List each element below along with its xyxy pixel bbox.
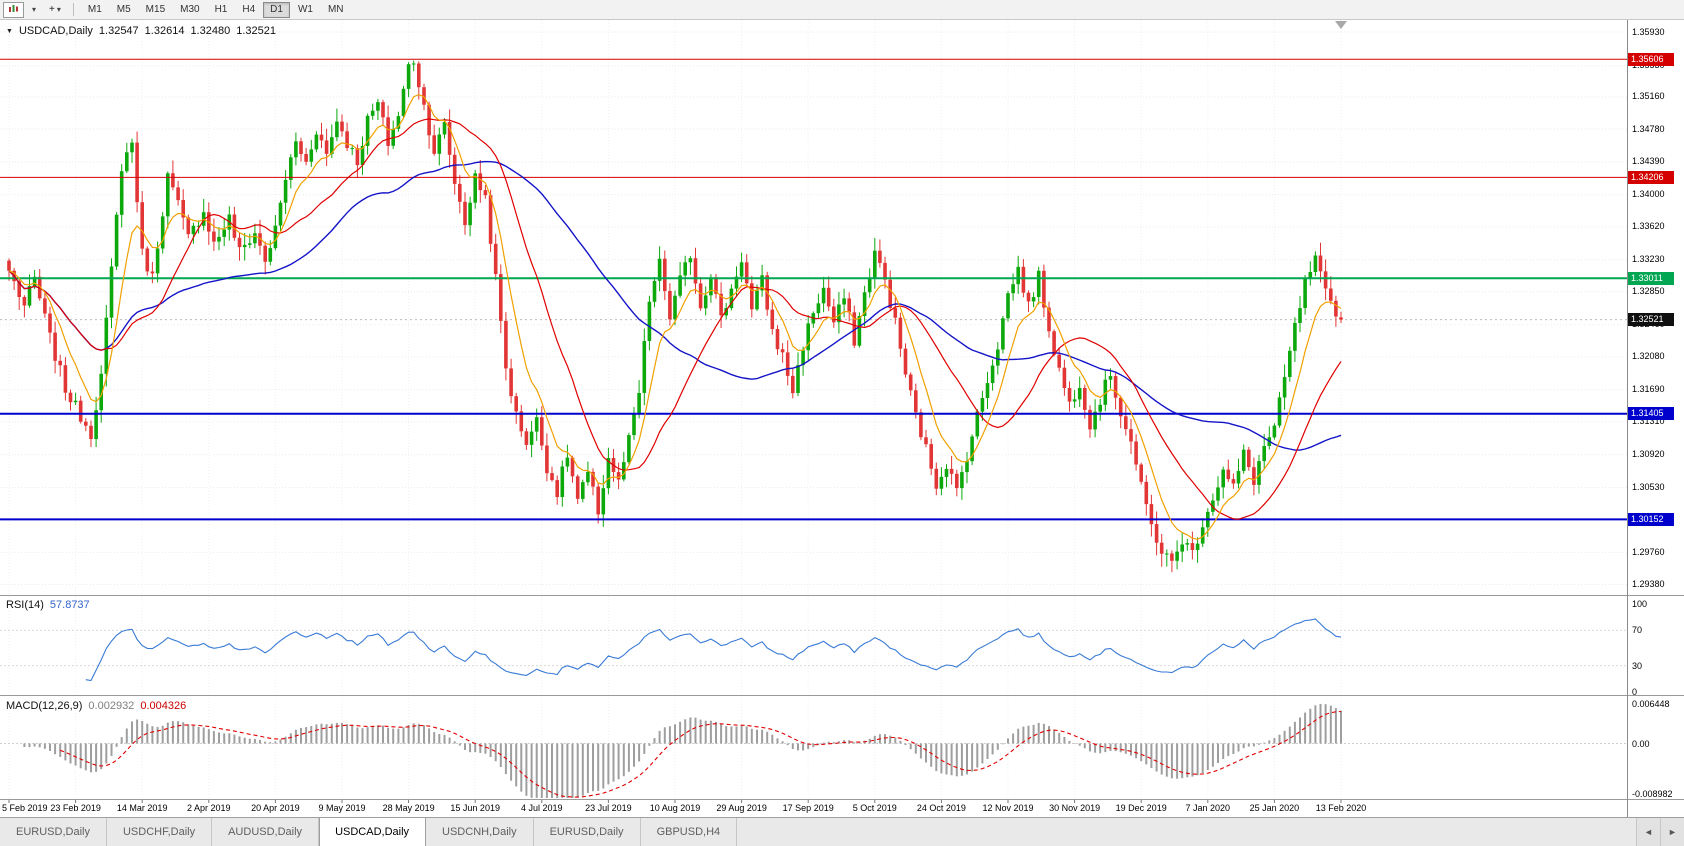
date-axis-label: 23 Feb 2019 <box>50 803 101 813</box>
open-value: 1.32547 <box>98 25 139 37</box>
tabs-list: EURUSD,Daily USDCHF,Daily AUDUSD,Daily USDC… <box>0 818 738 846</box>
date-axis-label: 25 Jan 2020 <box>1249 803 1300 813</box>
timeframe-m1[interactable]: M1 <box>81 2 109 18</box>
price-axis-tick: 1.34000 <box>1632 189 1665 200</box>
chart-type-button[interactable] <box>3 1 24 18</box>
date-axis-label: 4 Jul 2019 <box>521 803 563 813</box>
timeframe-h1[interactable]: H1 <box>208 2 235 18</box>
date-axis-label: 24 Oct 2019 <box>916 803 966 813</box>
close-value: 1.32521 <box>236 25 276 37</box>
tab-scroll-right-button[interactable]: ► <box>1660 818 1684 846</box>
price-axis-tick: 1.33230 <box>1632 254 1665 265</box>
rsi-axis-tick: 100 <box>1632 599 1648 609</box>
price-axis-tick: 1.35930 <box>1632 26 1665 37</box>
price-axis-tick: 1.31690 <box>1632 384 1665 395</box>
symbol-label: USDCAD,Daily <box>18 25 93 37</box>
toolbar: ▾ + ▾ M1 M5 M15 M30 H1 H4 D1 W1 MN <box>0 0 1684 20</box>
price-level-badge: 1.30152 <box>1628 512 1674 526</box>
price-axis-tick: 1.31310 <box>1632 416 1665 427</box>
price-axis-tick: 1.29380 <box>1632 579 1665 589</box>
macd-indicator-label: MACD(12,26,9) 0.002932 0.004326 <box>6 700 186 712</box>
rsi-axis-tick: 0 <box>1632 687 1638 697</box>
chart-tab-audusd-daily[interactable]: AUDUSD,Daily <box>212 818 320 846</box>
chart-tab-eurusd-daily[interactable]: EURUSD,Daily <box>534 818 641 846</box>
chart-tab-usdcnh-daily[interactable]: USDCNH,Daily <box>426 818 534 846</box>
chart-tab-eurusd-daily[interactable]: EURUSD,Daily <box>0 818 107 846</box>
cursor-tool-button[interactable]: + ▾ <box>44 2 66 18</box>
rsi-axis-tick: 30 <box>1632 660 1643 671</box>
date-axis-label: 5 Feb 2019 <box>2 803 48 813</box>
chart-tab-usdchf-daily[interactable]: USDCHF,Daily <box>107 818 213 846</box>
date-axis-label: 9 May 2019 <box>318 803 366 813</box>
chart-type-dropdown-button[interactable]: ▾ <box>26 2 42 18</box>
rsi-axis-tick: 70 <box>1632 625 1643 636</box>
timeframe-d1[interactable]: D1 <box>263 1 290 18</box>
chart-tab-bar: EURUSD,Daily USDCHF,Daily AUDUSD,Daily USDC… <box>0 817 1684 846</box>
timeframe-mn[interactable]: MN <box>321 2 351 18</box>
price-level-badge: 1.33011 <box>1628 271 1674 285</box>
price-level-badge: 1.31405 <box>1628 407 1674 421</box>
date-axis-label: 30 Nov 2019 <box>1049 803 1101 813</box>
price-level-badge: 1.35606 <box>1628 52 1674 66</box>
rsi-indicator-label: RSI(14) 57.8737 <box>6 599 90 611</box>
chart-header: ▼ USDCAD,Daily 1.32547 1.32614 1.32480 1… <box>6 25 276 37</box>
date-axis-label: 14 Mar 2019 <box>116 803 168 813</box>
date-axis-label: 20 Apr 2019 <box>251 803 300 813</box>
timeframe-m30[interactable]: M30 <box>173 2 206 18</box>
price-axis-tick: 1.34780 <box>1632 123 1665 134</box>
collapse-triangle-icon[interactable]: ▼ <box>6 27 13 35</box>
price-axis-tick: 1.30530 <box>1632 481 1665 492</box>
tab-scroll-buttons: ◄ ► <box>1636 818 1684 846</box>
current-price-badge: 1.32521 <box>1628 313 1674 327</box>
date-axis-label: 13 Feb 2020 <box>1315 803 1367 813</box>
date-axis-label: 19 Dec 2019 <box>1115 803 1167 813</box>
timeframe-m15[interactable]: M15 <box>139 2 172 18</box>
price-axis-tick: 1.29760 <box>1632 546 1665 557</box>
date-axis-label: 17 Sep 2019 <box>782 803 834 813</box>
price-level-badge: 1.34206 <box>1628 170 1674 184</box>
date-axis-label: 23 Jul 2019 <box>585 803 632 813</box>
chevron-down-icon: ▾ <box>31 4 36 14</box>
date-axis-label: 15 Jun 2019 <box>450 803 500 813</box>
price-axis[interactable]: 1.359301.355301.351601.347801.343901.340… <box>1628 20 1684 817</box>
low-value: 1.32480 <box>190 25 231 37</box>
timeframe-h4[interactable]: H4 <box>235 2 262 18</box>
date-axis-label: 2 Apr 2019 <box>187 803 231 813</box>
price-axis-tick: 1.34390 <box>1632 156 1665 167</box>
macd-axis-tick: 0.00 <box>1632 738 1650 749</box>
high-value: 1.32614 <box>144 25 185 37</box>
price-axis-tick: 1.35160 <box>1632 91 1665 102</box>
date-axis-label: 12 Nov 2019 <box>982 803 1034 813</box>
macd-axis-tick: -0.008982 <box>1632 789 1673 799</box>
crosshair-icon: + <box>49 4 55 15</box>
date-axis-label: 5 Oct 2019 <box>852 803 897 813</box>
chart-tab-usdcad-daily[interactable]: USDCAD,Daily <box>319 818 427 846</box>
chart-tab-gbpusd-h4[interactable]: GBPUSD,H4 <box>641 818 738 846</box>
date-axis-label: 28 May 2019 <box>382 803 435 813</box>
price-axis-tick: 1.33620 <box>1632 221 1665 232</box>
timeframe-group: M1 M5 M15 M30 H1 H4 D1 W1 MN <box>81 1 351 18</box>
rsi-value: 57.8737 <box>49 599 90 611</box>
chevron-down-icon: ▾ <box>56 4 61 14</box>
macd-main-value: 0.002932 <box>88 700 135 712</box>
date-axis-label: 7 Jan 2020 <box>1185 803 1231 813</box>
price-axis-tick: 1.30920 <box>1632 449 1665 460</box>
tab-scroll-left-button[interactable]: ◄ <box>1636 818 1660 846</box>
timeframe-w1[interactable]: W1 <box>291 2 320 18</box>
macd-signal-value: 0.004326 <box>140 700 187 712</box>
date-axis-label: 10 Aug 2019 <box>649 803 701 813</box>
macd-axis-tick: 0.006448 <box>1632 699 1670 710</box>
price-axis-tick: 1.32850 <box>1632 286 1665 297</box>
time-axis[interactable]: 5 Feb 2019 23 Feb 2019 14 Mar 2019 2 Apr 20… <box>0 800 1627 817</box>
toolbar-separator <box>72 3 74 16</box>
macd-name: MACD(12,26,9) <box>6 700 83 712</box>
timeframe-m5[interactable]: M5 <box>110 2 138 18</box>
price-axis-tick: 1.32080 <box>1632 351 1665 362</box>
date-axis-label: 29 Aug 2019 <box>716 803 767 813</box>
rsi-name: RSI(14) <box>6 599 44 611</box>
candlestick-chart-icon <box>9 5 18 12</box>
